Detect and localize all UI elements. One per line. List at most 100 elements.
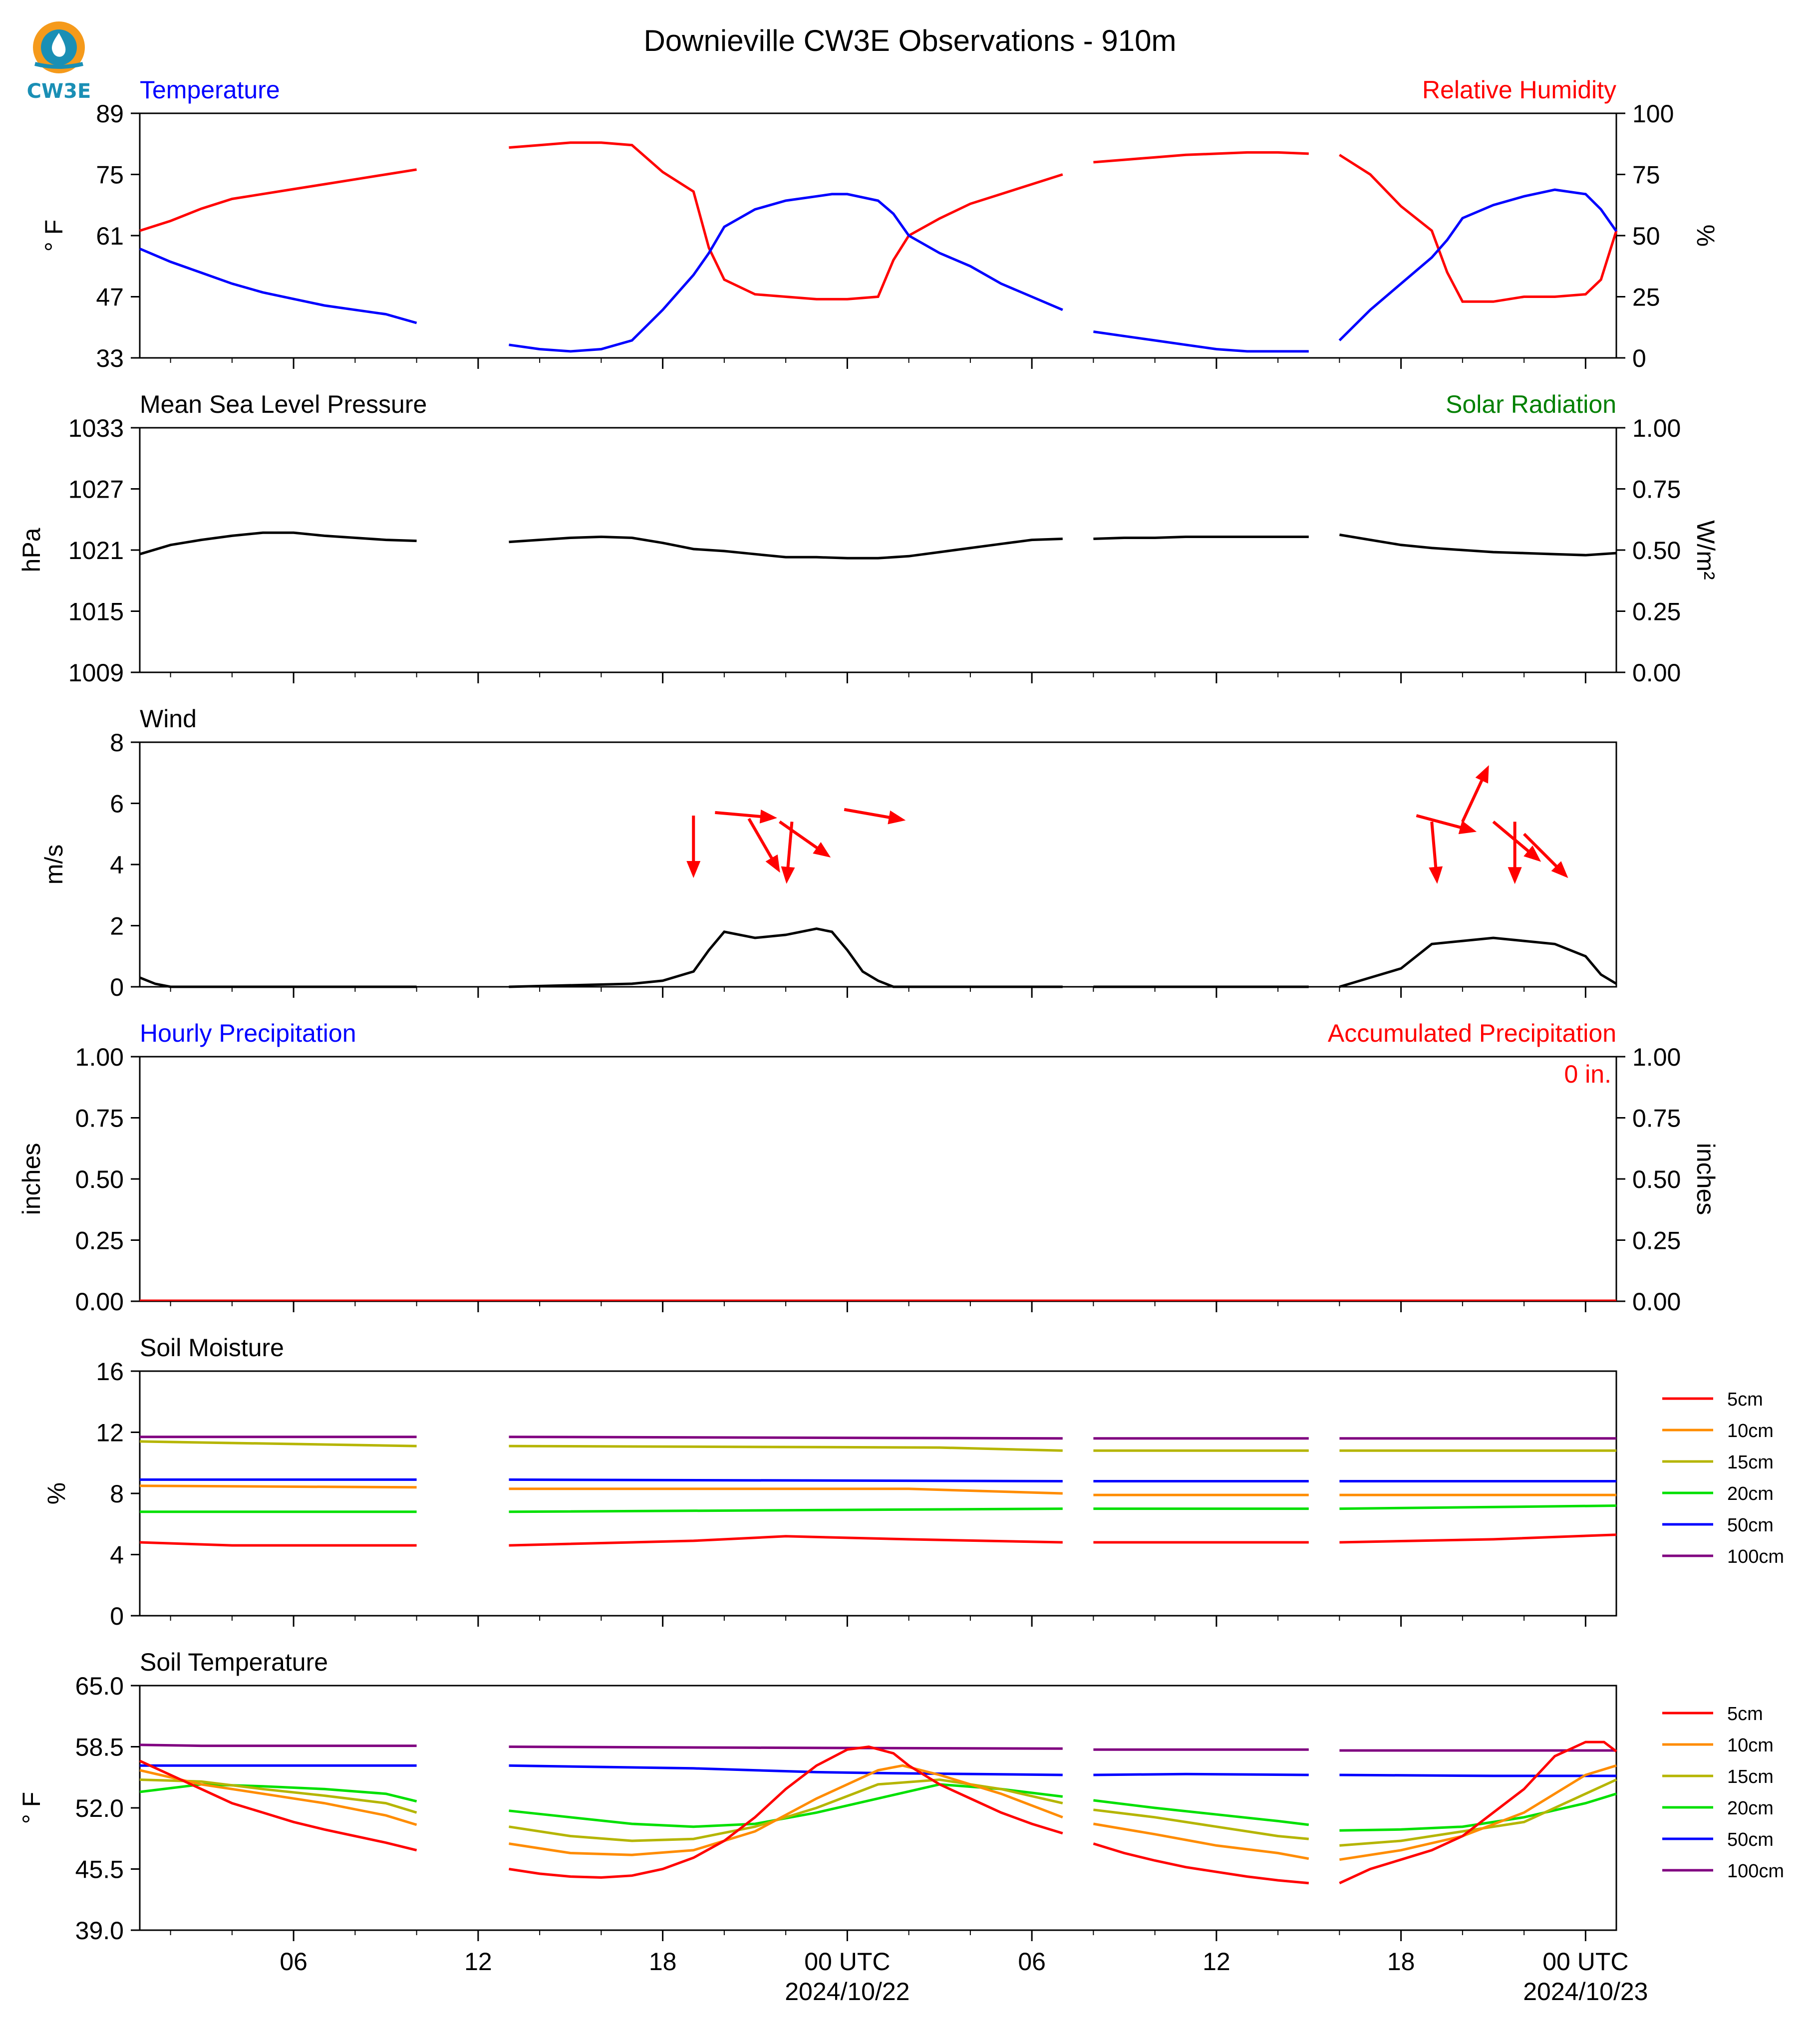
legend-label: 10cm [1727, 1421, 1774, 1442]
series-line-50cm [140, 1478, 1616, 1482]
left-tick-label: 1015 [68, 598, 124, 626]
left-tick-label: 33 [96, 344, 124, 372]
pressure-line [139, 531, 1617, 560]
series-line-20cm [140, 1504, 1617, 1513]
panel-frame [139, 1056, 1617, 1302]
right-tick-label: 100 [1632, 100, 1674, 128]
left-tick-label: 1.00 [75, 1043, 124, 1071]
panel-left-title: Hourly Precipitation [140, 1019, 356, 1047]
left-tick-label: 4 [110, 1541, 124, 1569]
logo-text: CW3E [27, 80, 91, 103]
left-tick-label: 52.0 [75, 1794, 124, 1822]
right-tick-label: 0 [1632, 344, 1646, 372]
wind-arrow-head [1523, 846, 1541, 862]
left-axis-unit: ° F [17, 1792, 45, 1824]
wind-arrow-head [781, 866, 795, 884]
temperature-line [139, 188, 1618, 353]
series-line-5cm [139, 1740, 1617, 1885]
date-label: 2024/10/23 [1523, 1978, 1648, 2006]
wind-arrow-head [888, 810, 906, 825]
left-tick-label: 16 [96, 1358, 124, 1386]
right-tick-label: 0.50 [1632, 1165, 1681, 1193]
left-tick-label: 0 [110, 973, 124, 1001]
left-tick-label: 6 [110, 790, 124, 818]
wind-arrow-head [765, 854, 780, 873]
wind-arrow-shaft [747, 818, 776, 864]
wind-arrow-shaft [786, 821, 794, 873]
right-tick-label: 0.75 [1632, 476, 1681, 504]
right-tick-label: 0.50 [1632, 537, 1681, 565]
right-tick-label: 0.00 [1632, 659, 1681, 687]
wind-arrow-shaft [779, 820, 823, 853]
panel-right-title: Solar Radiation [1446, 390, 1616, 418]
logo-wave-icon [34, 62, 83, 69]
left-tick-label: 0.00 [75, 1288, 124, 1316]
time-tick-label: 00 UTC [1542, 1948, 1628, 1976]
panel-frame [139, 112, 1617, 359]
right-tick-label: 75 [1632, 161, 1660, 189]
right-tick-label: 0.25 [1632, 598, 1681, 626]
time-tick-label: 18 [649, 1948, 677, 1976]
left-tick-label: 89 [96, 100, 124, 128]
left-tick-label: 0 [110, 1602, 124, 1630]
panel-left-title: Soil Temperature [140, 1648, 328, 1676]
left-tick-label: 8 [110, 729, 124, 757]
panel-left-title: Wind [140, 705, 197, 733]
series-line-100cm [140, 1436, 1616, 1440]
left-tick-label: 45.5 [75, 1856, 124, 1884]
legend-label: 100cm [1727, 1861, 1784, 1882]
time-tick-label: 12 [464, 1948, 492, 1976]
series-line-100cm [139, 1743, 1616, 1752]
left-tick-label: 61 [96, 222, 124, 250]
right-tick-label: 1.00 [1632, 1043, 1681, 1071]
panel-right-title: Relative Humidity [1422, 76, 1616, 104]
series-line-10cm [139, 1484, 1616, 1496]
series-line-5cm [139, 1533, 1617, 1547]
series-line-10cm [139, 1764, 1617, 1861]
series-line-20cm [139, 1783, 1617, 1832]
panel-left-title: Temperature [140, 76, 280, 104]
wind-speed-line [139, 927, 1617, 988]
left-tick-label: 39.0 [75, 1917, 124, 1945]
series-line-15cm [139, 1778, 1617, 1847]
panel-frame [139, 427, 1617, 673]
series-line-50cm [140, 1764, 1616, 1777]
left-tick-label: 1033 [68, 414, 124, 442]
legend-label: 15cm [1727, 1452, 1774, 1473]
wind-arrow-shaft [1416, 814, 1467, 831]
wind-arrow-shaft [715, 811, 767, 819]
wind-arrow-head [1551, 861, 1568, 878]
right-tick-label: 1.00 [1632, 414, 1681, 442]
left-axis-unit: ° F [40, 220, 68, 252]
left-tick-label: 1009 [68, 659, 124, 687]
legend-label: 20cm [1727, 1798, 1774, 1819]
panel-soil-temp: 65.0 58.5 52.0 45.5 39.0 Soil Temperature ° F 5… [17, 1648, 1784, 2006]
wind-arrow-shaft [1492, 820, 1534, 856]
left-tick-label: 0.25 [75, 1227, 124, 1255]
legend-label: 50cm [1727, 1515, 1774, 1536]
legend-label: 5cm [1727, 1704, 1763, 1725]
time-tick-label: 06 [280, 1948, 307, 1976]
wind-arrow-shaft [1430, 821, 1438, 873]
legend-label: 10cm [1727, 1735, 1774, 1756]
left-tick-label: 12 [96, 1419, 124, 1447]
left-tick-label: 1021 [68, 537, 124, 565]
left-axis-unit: m/s [40, 845, 68, 885]
wind-arrow-head [1429, 866, 1443, 884]
panel-temp-rh: 89 75 61 47 33 100 75 50 25 0 Temperature Relative … [40, 76, 1720, 372]
wind-arrow-head [1458, 821, 1477, 835]
time-tick-label: 18 [1387, 1948, 1415, 1976]
legend-label: 15cm [1727, 1766, 1774, 1787]
time-tick-label: 00 UTC [804, 1948, 890, 1976]
panel-left-title: Soil Moisture [140, 1334, 284, 1362]
left-tick-label: 58.5 [75, 1734, 124, 1761]
wind-arrow-head [759, 809, 777, 824]
legend-label: 20cm [1727, 1483, 1774, 1504]
right-axis-unit: inches [1692, 1143, 1720, 1215]
panel-frame [139, 1370, 1617, 1617]
right-tick-label: 0.25 [1632, 1227, 1681, 1255]
wind-arrow-head [813, 842, 831, 858]
logo-droplet-icon [51, 33, 66, 57]
date-label: 2024/10/22 [785, 1978, 910, 2006]
